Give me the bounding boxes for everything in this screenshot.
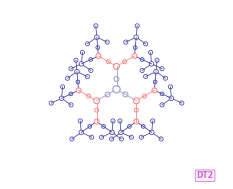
Text: DT2: DT2 [197, 171, 214, 180]
